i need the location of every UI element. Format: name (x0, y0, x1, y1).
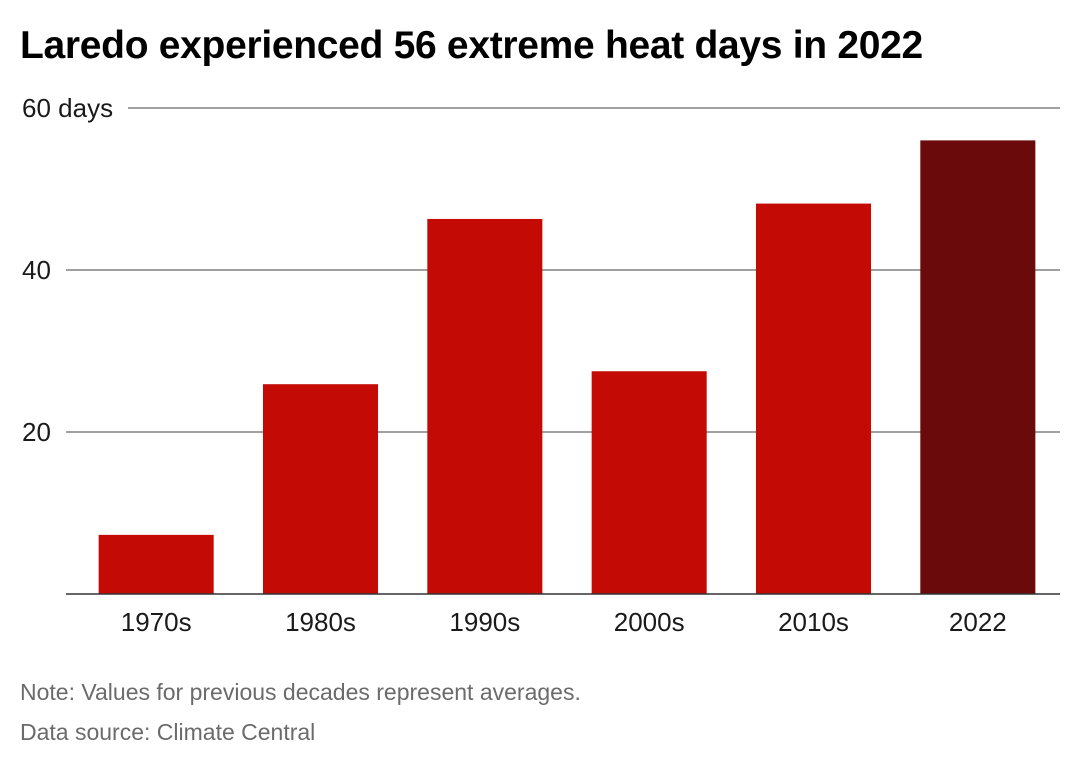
x-tick-label: 2022 (949, 607, 1007, 637)
y-tick-label: 60 days (22, 93, 113, 123)
bars (98, 140, 1036, 594)
x-tick-label: 2000s (614, 607, 685, 637)
bar (591, 371, 707, 594)
bar (427, 218, 543, 594)
bar (262, 384, 379, 594)
bar (920, 140, 1036, 594)
x-axis: 1970s 1980s 1990s 2000s 2010s 2022 (66, 593, 1060, 637)
y-tick-label: 40 (22, 255, 51, 285)
gridlines: 20 40 60 days (22, 93, 1060, 447)
x-tick-label: 1970s (121, 607, 192, 637)
bar (98, 534, 214, 594)
x-tick-label: 1980s (285, 607, 356, 637)
y-tick-label: 20 (22, 417, 51, 447)
data-source: Data source: Climate Central (20, 719, 316, 745)
chart-title: Laredo experienced 56 extreme heat days … (20, 24, 923, 67)
bar (755, 203, 872, 594)
chart-note: Note: Values for previous decades repres… (20, 679, 581, 705)
x-tick-label: 2010s (778, 607, 849, 637)
x-tick-label: 1990s (449, 607, 520, 637)
